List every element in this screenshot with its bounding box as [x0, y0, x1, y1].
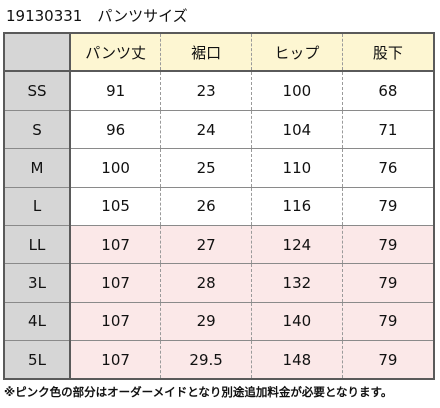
- size-label: S: [5, 109, 71, 149]
- table-cell: 140: [251, 301, 343, 341]
- table-cell: 79: [341, 263, 433, 303]
- table-cell: 107: [69, 263, 161, 303]
- table-cell: 25: [160, 148, 252, 188]
- table-cell: 96: [69, 109, 161, 149]
- column-header-hip: ヒップ: [251, 34, 343, 72]
- column-header-inseam: 股下: [341, 34, 433, 72]
- size-table: パンツ丈 裾口 ヒップ 股下 SS 91 23 100 68 S 96 24 1…: [3, 32, 435, 380]
- table-cell: 79: [341, 224, 433, 264]
- table-cell: 116: [251, 186, 343, 226]
- table-cell: 91: [69, 70, 161, 111]
- table-cell: 29.5: [160, 340, 252, 378]
- table-cell: 100: [69, 148, 161, 188]
- table-header-row: パンツ丈 裾口 ヒップ 股下: [5, 34, 433, 72]
- table-cell: 107: [69, 340, 161, 378]
- size-label: L: [5, 186, 71, 226]
- table-row-highlighted: 4L 107 29 140 79: [5, 301, 433, 341]
- table-cell: 107: [69, 224, 161, 264]
- table-cell: 24: [160, 109, 252, 149]
- table-cell: 132: [251, 263, 343, 303]
- table-cell: 110: [251, 148, 343, 188]
- table-cell: 104: [251, 109, 343, 149]
- table-cell: 148: [251, 340, 343, 378]
- table-row-highlighted: 3L 107 28 132 79: [5, 263, 433, 303]
- size-label: 3L: [5, 263, 71, 303]
- table-cell: 79: [341, 340, 433, 378]
- size-label: 5L: [5, 340, 71, 378]
- table-row-highlighted: 5L 107 29.5 148 79: [5, 340, 433, 378]
- table-row: M 100 25 110 76: [5, 148, 433, 188]
- table-cell: 68: [341, 70, 433, 111]
- table-cell: 27: [160, 224, 252, 264]
- table-cell: 79: [341, 186, 433, 226]
- size-label: SS: [5, 70, 71, 111]
- table-cell: 100: [251, 70, 343, 111]
- table-cell: 71: [341, 109, 433, 149]
- table-cell: 28: [160, 263, 252, 303]
- table-cell: 26: [160, 186, 252, 226]
- table-corner-cell: [5, 34, 71, 72]
- table-row: SS 91 23 100 68: [5, 70, 433, 111]
- page-title: 19130331 パンツサイズ: [6, 7, 188, 25]
- table-cell: 105: [69, 186, 161, 226]
- size-label: LL: [5, 224, 71, 264]
- size-label: 4L: [5, 301, 71, 341]
- column-header-hem-width: 裾口: [160, 34, 252, 72]
- table-row: L 105 26 116 79: [5, 186, 433, 226]
- table-cell: 23: [160, 70, 252, 111]
- column-header-pants-length: パンツ丈: [69, 34, 161, 72]
- table-cell: 124: [251, 224, 343, 264]
- table-cell: 79: [341, 301, 433, 341]
- table-row: S 96 24 104 71: [5, 109, 433, 149]
- table-row-highlighted: LL 107 27 124 79: [5, 224, 433, 264]
- table-cell: 76: [341, 148, 433, 188]
- footnote: ※ピンク色の部分はオーダーメイドとなり別途追加料金が必要となります。: [4, 385, 393, 399]
- table-cell: 29: [160, 301, 252, 341]
- size-label: M: [5, 148, 71, 188]
- table-cell: 107: [69, 301, 161, 341]
